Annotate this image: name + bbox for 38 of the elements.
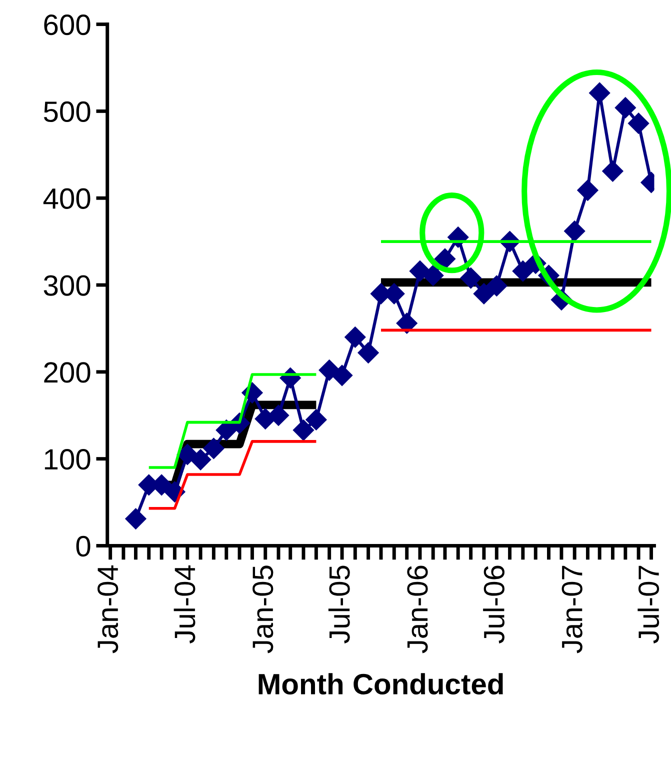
point bbox=[358, 342, 379, 364]
y-tick-label: 400 bbox=[43, 188, 90, 209]
x-tick-label: Jul-07 bbox=[638, 566, 660, 644]
point bbox=[486, 275, 508, 296]
y-tick-label: 100 bbox=[44, 449, 90, 470]
x-tick-label: Jul-06 bbox=[483, 566, 504, 644]
point bbox=[344, 326, 366, 348]
y-tick-label: 600 bbox=[44, 14, 90, 36]
x-tick-label: Jan-06 bbox=[407, 566, 428, 654]
point bbox=[396, 312, 418, 334]
point bbox=[512, 260, 534, 282]
point bbox=[564, 220, 586, 242]
point bbox=[473, 283, 494, 304]
point bbox=[434, 248, 456, 270]
point bbox=[190, 449, 212, 470]
point bbox=[628, 112, 650, 134]
x-tick-label: Jul-04 bbox=[174, 565, 196, 644]
y-tick-label: 0 bbox=[76, 536, 90, 557]
x-tick-label: Jan-04 bbox=[98, 565, 118, 654]
point bbox=[577, 180, 598, 201]
point bbox=[292, 420, 314, 441]
x-tick-label: Jan-05 bbox=[252, 566, 274, 654]
point bbox=[614, 97, 636, 118]
point bbox=[422, 264, 444, 286]
x-tick-label: Jan-07 bbox=[562, 566, 582, 654]
point bbox=[203, 438, 224, 459]
y-tick-label: 200 bbox=[44, 362, 90, 383]
point bbox=[602, 160, 624, 182]
point bbox=[460, 268, 482, 289]
x-axis-title: Month Conducted bbox=[258, 673, 503, 695]
y-tick-label: 500 bbox=[44, 101, 90, 122]
point bbox=[332, 364, 353, 386]
y-tick-label: 300 bbox=[44, 275, 90, 296]
point bbox=[306, 409, 327, 430]
point bbox=[125, 508, 146, 530]
x-tick-label: Jul-05 bbox=[328, 566, 350, 644]
point bbox=[216, 420, 237, 441]
point bbox=[589, 82, 610, 104]
